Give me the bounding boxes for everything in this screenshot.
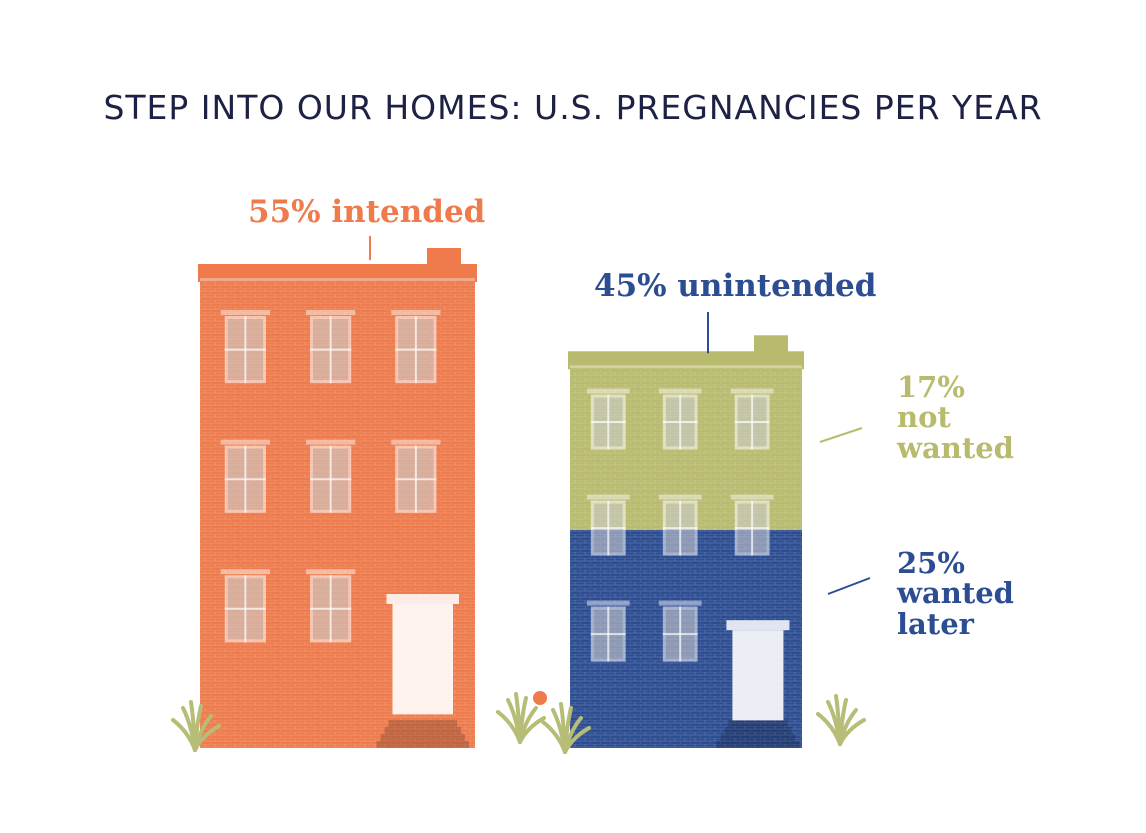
not-wanted-label: 17% not wanted — [897, 370, 1014, 465]
grass-tuft-icon — [816, 694, 866, 746]
wanted-later-percent: 25% — [897, 546, 965, 580]
not-wanted-line2: wanted — [897, 430, 1014, 465]
unintended-door — [732, 630, 784, 721]
intended-label: 55% intended — [248, 194, 486, 230]
grass-tuft-icon — [541, 702, 591, 754]
intended-building — [198, 248, 477, 748]
not-wanted-line1: not — [897, 400, 951, 435]
grass-tuft-icon — [171, 700, 221, 752]
not-wanted-percent: 17% — [897, 370, 965, 404]
grass-tuft-icon — [496, 692, 546, 744]
not-wanted-connector — [819, 427, 863, 443]
unintended-label: 45% unintended — [594, 268, 877, 304]
page-title: STEP INTO OUR HOMES: U.S. PREGNANCIES PE… — [103, 88, 1043, 127]
intended-door-hood — [386, 594, 459, 604]
flower-icon — [533, 691, 547, 705]
intended-door — [392, 604, 453, 715]
unintended-building — [568, 335, 804, 748]
unintended-door-hood — [726, 620, 790, 631]
wanted-later-label: 25% wanted later — [897, 546, 1014, 641]
wanted-later-line2: later — [897, 606, 974, 641]
wanted-later-line1: wanted — [897, 576, 1014, 611]
wanted-later-connector — [827, 577, 871, 595]
